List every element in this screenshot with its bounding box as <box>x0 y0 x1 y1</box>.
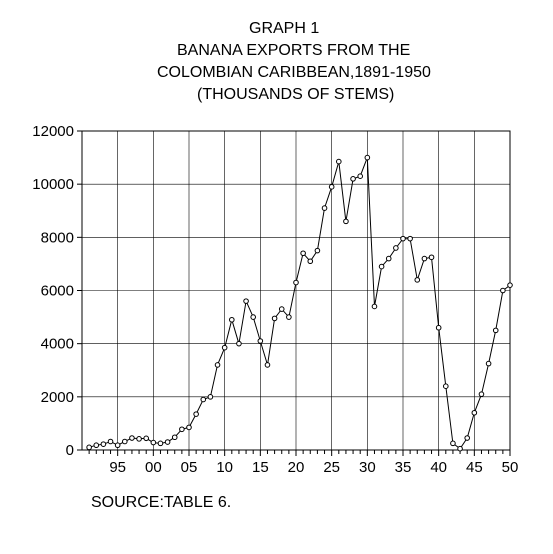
x-tick-label: 95 <box>109 459 126 476</box>
data-point <box>114 442 121 449</box>
data-point <box>157 440 164 447</box>
x-tick-label: 25 <box>323 459 340 476</box>
line-chart: 0 2000 4000 6000 8000 10000 12000 95 00 05 10 15 20… <box>32 123 518 476</box>
y-tick-label: 4000 <box>41 336 74 353</box>
data-point <box>435 324 442 331</box>
x-tick-label: 10 <box>216 459 233 476</box>
data-point <box>500 287 506 294</box>
data-point <box>385 255 392 262</box>
data-point <box>407 235 413 242</box>
data-point <box>179 426 185 433</box>
chart-title-line-1: GRAPH 1 <box>249 20 320 37</box>
data-point <box>357 173 364 179</box>
data-point <box>129 435 135 441</box>
data-point <box>264 362 271 368</box>
data-point <box>250 314 256 320</box>
data-point <box>464 435 471 441</box>
plot-frame <box>81 130 511 451</box>
data-point <box>100 441 107 447</box>
data-point <box>507 282 513 288</box>
data-point <box>478 391 485 397</box>
data-point <box>193 411 199 417</box>
data-point <box>336 158 342 165</box>
source-note: SOURCE:TABLE 6. <box>91 494 232 511</box>
data-point <box>271 315 278 322</box>
chart-title-line-3: COLOMBIAN CARIBBEAN,1891-1950 <box>157 64 431 81</box>
x-tick-label: 45 <box>466 459 483 476</box>
data-point <box>457 445 463 452</box>
y-tick-label: 0 <box>66 442 74 459</box>
y-tick-label: 8000 <box>41 229 74 246</box>
data-point <box>229 316 235 323</box>
data-point <box>364 154 371 161</box>
data-point <box>107 438 114 445</box>
data-point <box>143 435 149 442</box>
data-point <box>293 279 299 286</box>
data-point <box>122 438 128 445</box>
grid-lines <box>82 131 510 450</box>
x-tick-label: 40 <box>430 459 447 476</box>
data-points <box>86 154 513 452</box>
chart-subtitle: (THOUSANDS OF STEMS) <box>197 86 395 103</box>
data-point <box>328 184 335 190</box>
y-tick-label: 12000 <box>32 123 74 140</box>
data-point <box>214 362 221 368</box>
x-tick-label: 50 <box>502 459 519 476</box>
data-point <box>150 439 157 446</box>
data-point <box>428 254 435 261</box>
data-point <box>371 303 378 310</box>
data-point <box>321 205 328 211</box>
data-point <box>300 250 306 257</box>
data-point <box>314 247 321 254</box>
data-point <box>286 314 292 320</box>
y-tick-label: 2000 <box>41 389 74 406</box>
data-point <box>200 396 207 403</box>
data-point <box>414 277 421 283</box>
data-point <box>243 298 249 304</box>
data-point <box>221 344 228 351</box>
data-point <box>278 306 285 312</box>
data-point <box>471 409 478 416</box>
x-tick-label: 00 <box>145 459 162 476</box>
x-tick-labels: 95 00 05 10 15 20 25 30 35 40 45 50 <box>109 459 518 476</box>
data-point <box>393 245 399 251</box>
data-point <box>400 235 406 242</box>
data-point <box>307 258 314 265</box>
axes <box>77 130 511 456</box>
y-tick-label: 6000 <box>41 283 74 300</box>
data-point <box>236 340 242 347</box>
x-tick-label: 35 <box>395 459 412 476</box>
data-point <box>421 255 428 262</box>
data-point <box>343 218 349 225</box>
data-point <box>93 442 100 449</box>
data-point <box>492 327 499 334</box>
x-tick-label: 20 <box>288 459 305 476</box>
data-point <box>186 424 192 431</box>
data-point <box>378 263 385 270</box>
data-point <box>207 394 214 400</box>
data-point <box>443 383 449 390</box>
data-point <box>164 439 171 445</box>
y-tick-labels: 0 2000 4000 6000 8000 10000 12000 <box>32 123 74 459</box>
data-point <box>450 440 456 447</box>
x-tick-label: 30 <box>359 459 376 476</box>
x-tick-label: 15 <box>252 459 269 476</box>
data-point <box>350 176 356 182</box>
data-point <box>136 436 142 442</box>
data-point <box>171 434 178 441</box>
chart-title-line-2: BANANA EXPORTS FROM THE <box>177 42 411 59</box>
y-tick-label: 10000 <box>32 176 74 193</box>
data-point <box>86 444 92 451</box>
x-tick-label: 05 <box>181 459 198 476</box>
data-point <box>485 360 492 367</box>
data-point <box>257 338 264 344</box>
